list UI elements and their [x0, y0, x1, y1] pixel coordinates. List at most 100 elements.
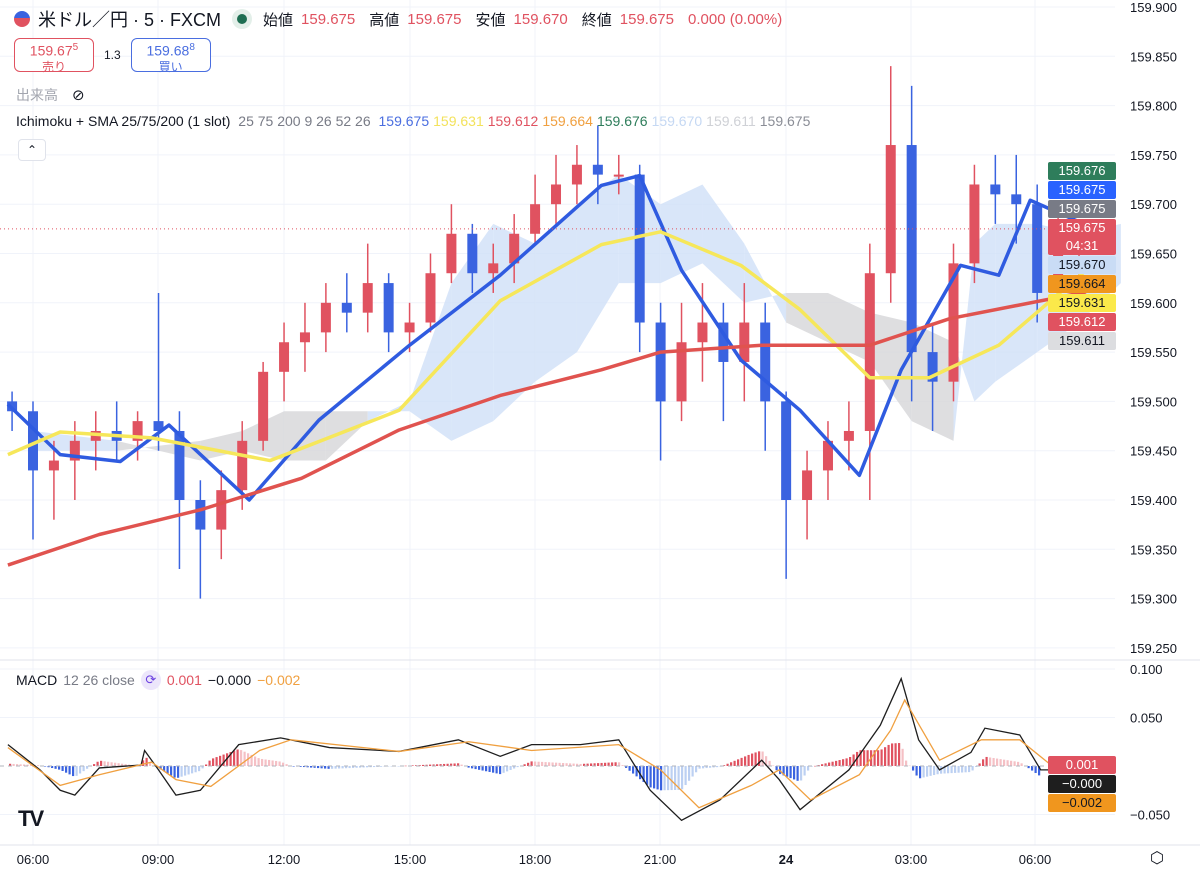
- price-axis-tick: 159.850: [1130, 49, 1177, 64]
- candle-body: [132, 421, 143, 441]
- macd-histogram-bar: [723, 765, 726, 766]
- macd-histogram-bar: [44, 766, 47, 767]
- macd-histogram-bar: [569, 763, 572, 766]
- macd-histogram-bar: [625, 766, 628, 768]
- macd-histogram-bar: [359, 766, 362, 768]
- indicator-value: 159.664: [542, 113, 593, 129]
- symbol-header: 米ドル／円 · 5 · FXCM 始値 159.675 高値 159.675 安値 1…: [14, 6, 788, 32]
- macd-histogram-bar: [565, 763, 568, 766]
- macd-histogram-bar: [681, 766, 684, 790]
- macd-histogram-bar: [747, 754, 750, 766]
- time-axis-tick: 12:00: [268, 852, 301, 867]
- price-tag-value: 159.676: [1058, 163, 1106, 178]
- macd-histogram-bar: [971, 766, 974, 771]
- macd-histogram-bar: [373, 766, 376, 768]
- sell-price-pip: 5: [72, 42, 79, 53]
- macd-histogram-bar: [303, 766, 306, 768]
- macd-histogram-bar: [341, 766, 344, 769]
- settings-gear-icon[interactable]: ⬡: [1150, 850, 1164, 867]
- macd-histogram-bar: [201, 766, 204, 769]
- macd-name: MACD: [16, 672, 58, 688]
- time-axis-tick: 03:00: [895, 852, 928, 867]
- macd-histogram-bar: [929, 766, 932, 776]
- macd-histogram-bar: [145, 757, 148, 766]
- time-axis-tick: 18:00: [519, 852, 552, 867]
- macd-histogram-bar: [436, 764, 439, 766]
- macd-histogram-bar: [824, 763, 827, 766]
- macd-histogram-bar: [107, 761, 110, 766]
- macd-histogram-bar: [58, 766, 61, 770]
- price-tag-value: 159.611: [1058, 333, 1106, 348]
- macd-histogram-bar: [695, 766, 698, 773]
- buy-price-pip: 8: [189, 42, 195, 53]
- macd-histogram-bar: [985, 756, 988, 766]
- macd-histogram-bar: [849, 756, 852, 766]
- macd-histogram-bar: [432, 764, 435, 766]
- macd-signal-line: [7, 698, 1086, 809]
- candle-body: [446, 233, 457, 274]
- macd-histogram-bar: [555, 762, 558, 766]
- macd-histogram-bar: [936, 766, 939, 775]
- candle-body: [634, 174, 645, 323]
- macd-histogram-bar: [397, 766, 400, 767]
- macd-histogram-bar: [47, 766, 50, 768]
- macd-histogram-bar: [639, 766, 642, 780]
- macd-histogram-bar: [306, 766, 309, 768]
- macd-histogram-bar: [331, 766, 334, 769]
- macd-histogram-bar: [562, 763, 565, 766]
- macd-value-tag: −0.000: [1048, 775, 1116, 793]
- buy-button[interactable]: 159.688 買い: [130, 38, 211, 74]
- candle-body: [320, 302, 331, 333]
- sma-25-line: [6, 173, 1087, 502]
- macd-value: −0.002: [257, 672, 301, 688]
- macd-histogram-bar: [19, 764, 22, 766]
- macd-histogram-bar: [761, 751, 764, 766]
- macd-histogram-bar: [576, 763, 579, 766]
- macd-histogram-bar: [793, 766, 796, 780]
- time-axis-tick: 15:00: [394, 852, 427, 867]
- candle-body: [571, 164, 582, 185]
- macd-histogram-bar: [275, 760, 278, 766]
- ichimoku-cloud-segment: [660, 184, 703, 284]
- macd-histogram-bar: [142, 760, 145, 766]
- macd-histogram-bar: [758, 751, 761, 766]
- sell-button[interactable]: 159.675 売り: [14, 38, 94, 74]
- indicator-legend[interactable]: Ichimoku + SMA 25/75/200 (1 slot) 25 75 …: [16, 113, 814, 129]
- macd-histogram-bar: [733, 760, 736, 766]
- refresh-icon[interactable]: ⟳: [140, 670, 161, 690]
- macd-histogram-bar: [226, 753, 229, 766]
- macd-histogram-bar: [922, 766, 925, 778]
- macd-histogram-bar: [338, 766, 341, 769]
- macd-histogram-bar: [159, 766, 162, 770]
- macd-histogram-bar: [730, 762, 733, 766]
- symbol-title[interactable]: 米ドル／円 · 5 · FXCM: [38, 10, 221, 30]
- macd-histogram-bar: [709, 766, 712, 768]
- macd-histogram-bar: [16, 764, 19, 766]
- macd-histogram-bar: [292, 766, 295, 767]
- macd-histogram-bar: [93, 764, 96, 766]
- macd-histogram-bar: [1020, 763, 1023, 766]
- price-tag-value: 159.675: [1058, 182, 1106, 197]
- ichimoku-cloud-segment: [953, 243, 975, 441]
- macd-histogram-bar: [614, 762, 617, 766]
- chevron-up-icon[interactable]: ⌃: [18, 139, 46, 161]
- macd-histogram-bar: [317, 766, 320, 769]
- candle-body: [216, 490, 227, 530]
- price-axis-tick: 159.250: [1130, 641, 1177, 656]
- time-axis-tick: 24: [779, 852, 794, 867]
- eye-off-icon[interactable]: ⊘: [72, 87, 85, 104]
- macd-histogram-bar: [919, 766, 922, 779]
- macd-histogram-bar: [572, 763, 575, 766]
- macd-legend[interactable]: MACD 12 26 close ⟳ 0.001 −0.000 −0.002: [16, 670, 300, 690]
- macd-histogram-bar: [103, 761, 106, 766]
- price-tag-value: 159.631: [1058, 295, 1106, 310]
- macd-histogram-bar: [355, 766, 358, 768]
- candle-body: [69, 440, 80, 461]
- macd-histogram-bar: [1017, 761, 1020, 766]
- macd-histogram-bar: [187, 766, 190, 775]
- macd-histogram-bar: [961, 766, 964, 773]
- price-tag-value: 159.612: [1058, 314, 1106, 329]
- macd-histogram-bar: [9, 763, 12, 766]
- macd-histogram-bar: [838, 760, 841, 766]
